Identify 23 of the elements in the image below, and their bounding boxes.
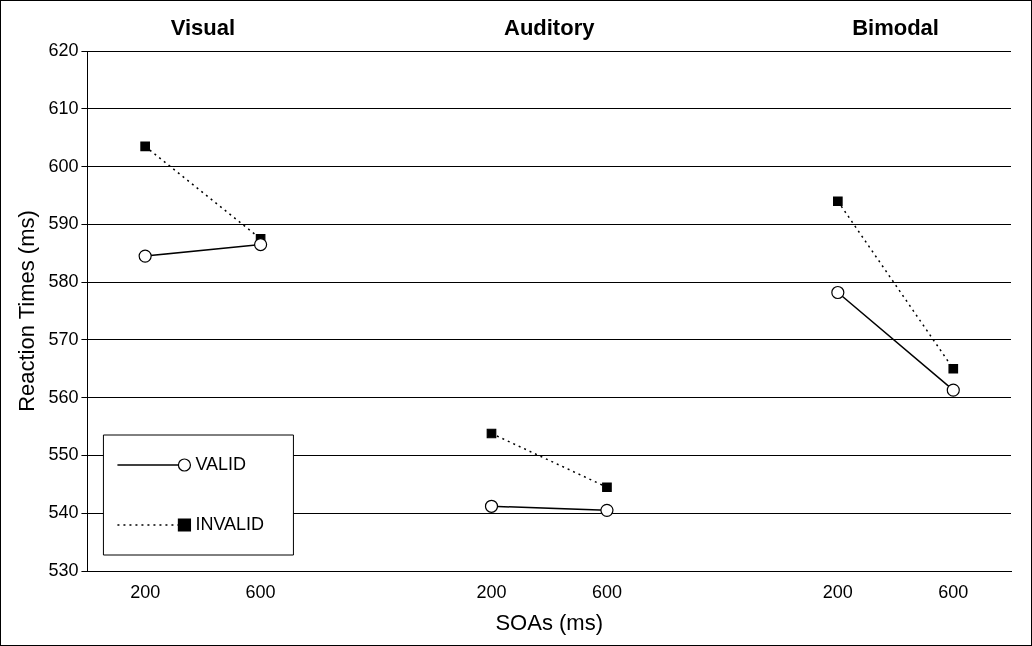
y-tick-label: 590 — [48, 213, 79, 234]
y-tick-label: 620 — [48, 39, 79, 60]
x-axis-title: SOAs (ms) — [495, 609, 603, 635]
legend-label: INVALID — [195, 513, 265, 534]
legend-label: VALID — [195, 453, 247, 474]
y-tick-label: 560 — [48, 386, 79, 407]
text: Auditory — [503, 15, 596, 41]
text: Bimodal — [852, 15, 939, 41]
x-tick-label: 600 — [938, 581, 969, 602]
y-axis-title: Reaction Times (ms) — [14, 210, 40, 412]
y-tick-label: 580 — [48, 271, 79, 292]
y-tick-label: 530 — [48, 559, 79, 580]
x-tick-label: 200 — [822, 581, 853, 602]
x-tick-label: 600 — [245, 581, 276, 602]
y-tick-label: 540 — [48, 502, 79, 523]
x-tick-label: 200 — [130, 581, 161, 602]
y-tick-label: 550 — [48, 444, 79, 465]
y-tick-label: 570 — [48, 328, 79, 349]
x-tick-label: 200 — [476, 581, 507, 602]
x-tick-label: 600 — [591, 581, 622, 602]
y-tick-label: 600 — [48, 155, 79, 176]
text: Visual — [170, 15, 236, 41]
y-tick-label: 610 — [48, 97, 79, 118]
